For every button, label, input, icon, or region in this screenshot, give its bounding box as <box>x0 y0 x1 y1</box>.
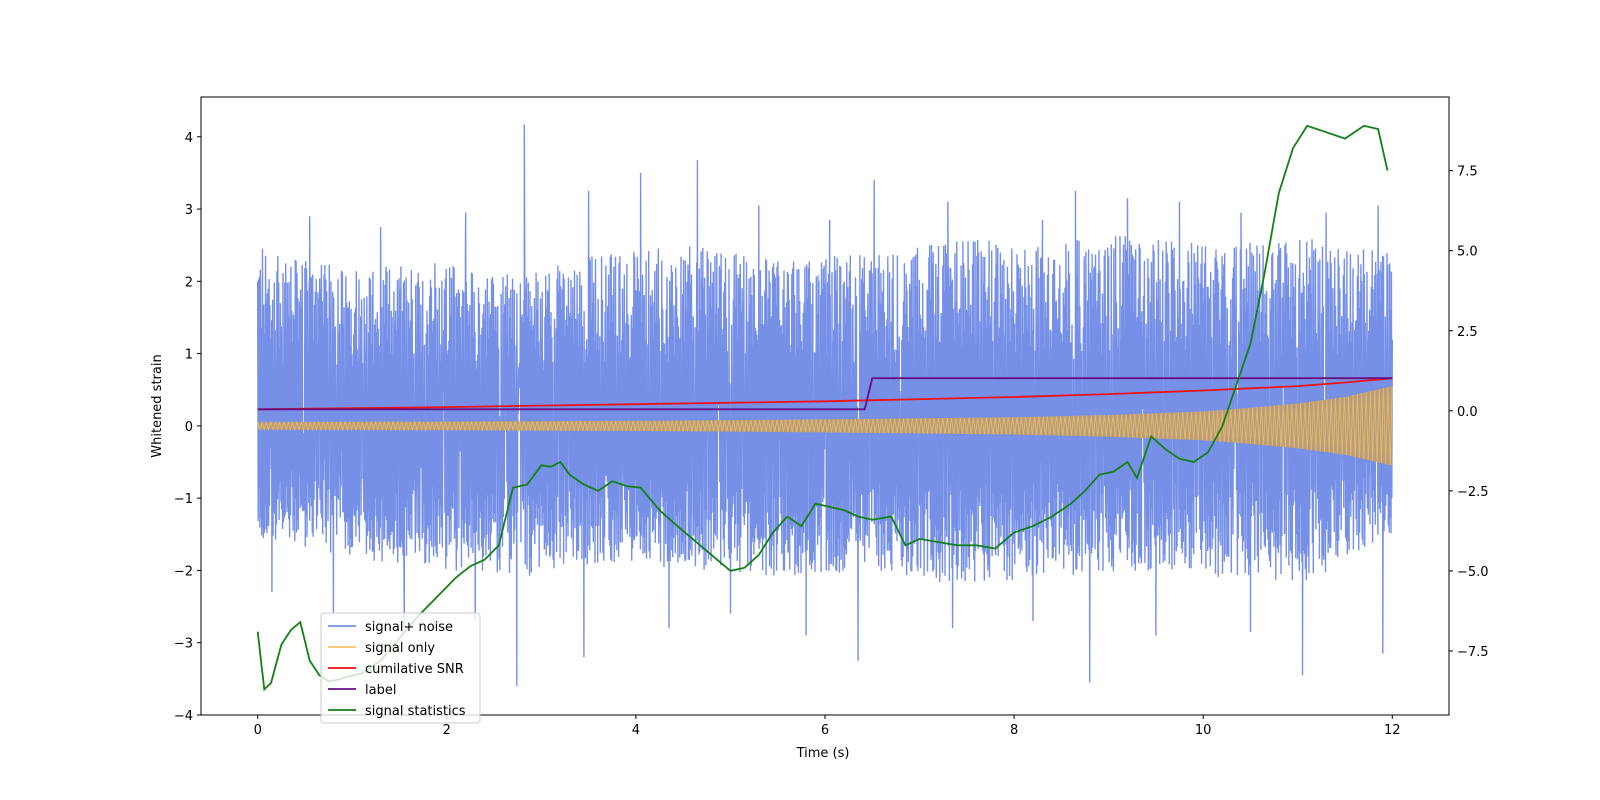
y-tick-label: 2 <box>185 275 193 290</box>
y-tick-label: 4 <box>185 131 193 146</box>
y-tick-label: −2 <box>174 564 193 579</box>
y2-tick-label: −2.5 <box>1457 485 1489 500</box>
y-tick-label: 3 <box>185 203 193 218</box>
y2-tick-label: 0.0 <box>1457 405 1478 420</box>
y-tick-label: −3 <box>174 637 193 652</box>
legend: signal+ noise signal only cumilative SNR la… <box>320 612 481 724</box>
axes: 0 2 4 6 8 10 12−4−3−2−101234−7.5−5.0−2.50.02.5… <box>174 131 1489 738</box>
x-tick-label: 2 <box>443 723 451 738</box>
y-axis-label: Whitened strain <box>150 354 165 457</box>
y-tick-label: −1 <box>174 492 193 507</box>
legend-label: signal only <box>365 641 435 656</box>
signal-noise-line <box>257 124 1394 687</box>
y2-tick-label: −7.5 <box>1457 645 1489 660</box>
signal-only-line <box>257 386 1393 466</box>
x-tick-label: 4 <box>632 723 640 738</box>
y-tick-label: 0 <box>185 420 193 435</box>
cumulative-snr-line <box>257 377 1393 411</box>
legend-box <box>320 612 481 724</box>
x-tick-label: 0 <box>254 723 262 738</box>
y2-tick-label: −5.0 <box>1457 565 1489 580</box>
y-tick-label: 1 <box>185 348 193 363</box>
x-tick-label: 10 <box>1195 723 1212 738</box>
legend-label: signal statistics <box>365 704 466 719</box>
legend-label: cumilative SNR <box>365 662 464 677</box>
signal-only-fill <box>257 386 1393 466</box>
y2-tick-label: 2.5 <box>1457 325 1478 340</box>
y2-tick-label: 5.0 <box>1457 245 1478 260</box>
plot-area <box>256 124 1394 692</box>
label-line <box>257 377 1393 411</box>
x-axis-label: Time (s) <box>796 746 850 761</box>
x-tick-label: 8 <box>1010 723 1018 738</box>
legend-label: label <box>365 683 396 698</box>
legend-label: signal+ noise <box>365 620 453 635</box>
x-tick-label: 12 <box>1384 723 1401 738</box>
x-tick-label: 6 <box>821 723 829 738</box>
y2-tick-label: 7.5 <box>1457 165 1478 180</box>
y-tick-label: −4 <box>174 709 193 724</box>
